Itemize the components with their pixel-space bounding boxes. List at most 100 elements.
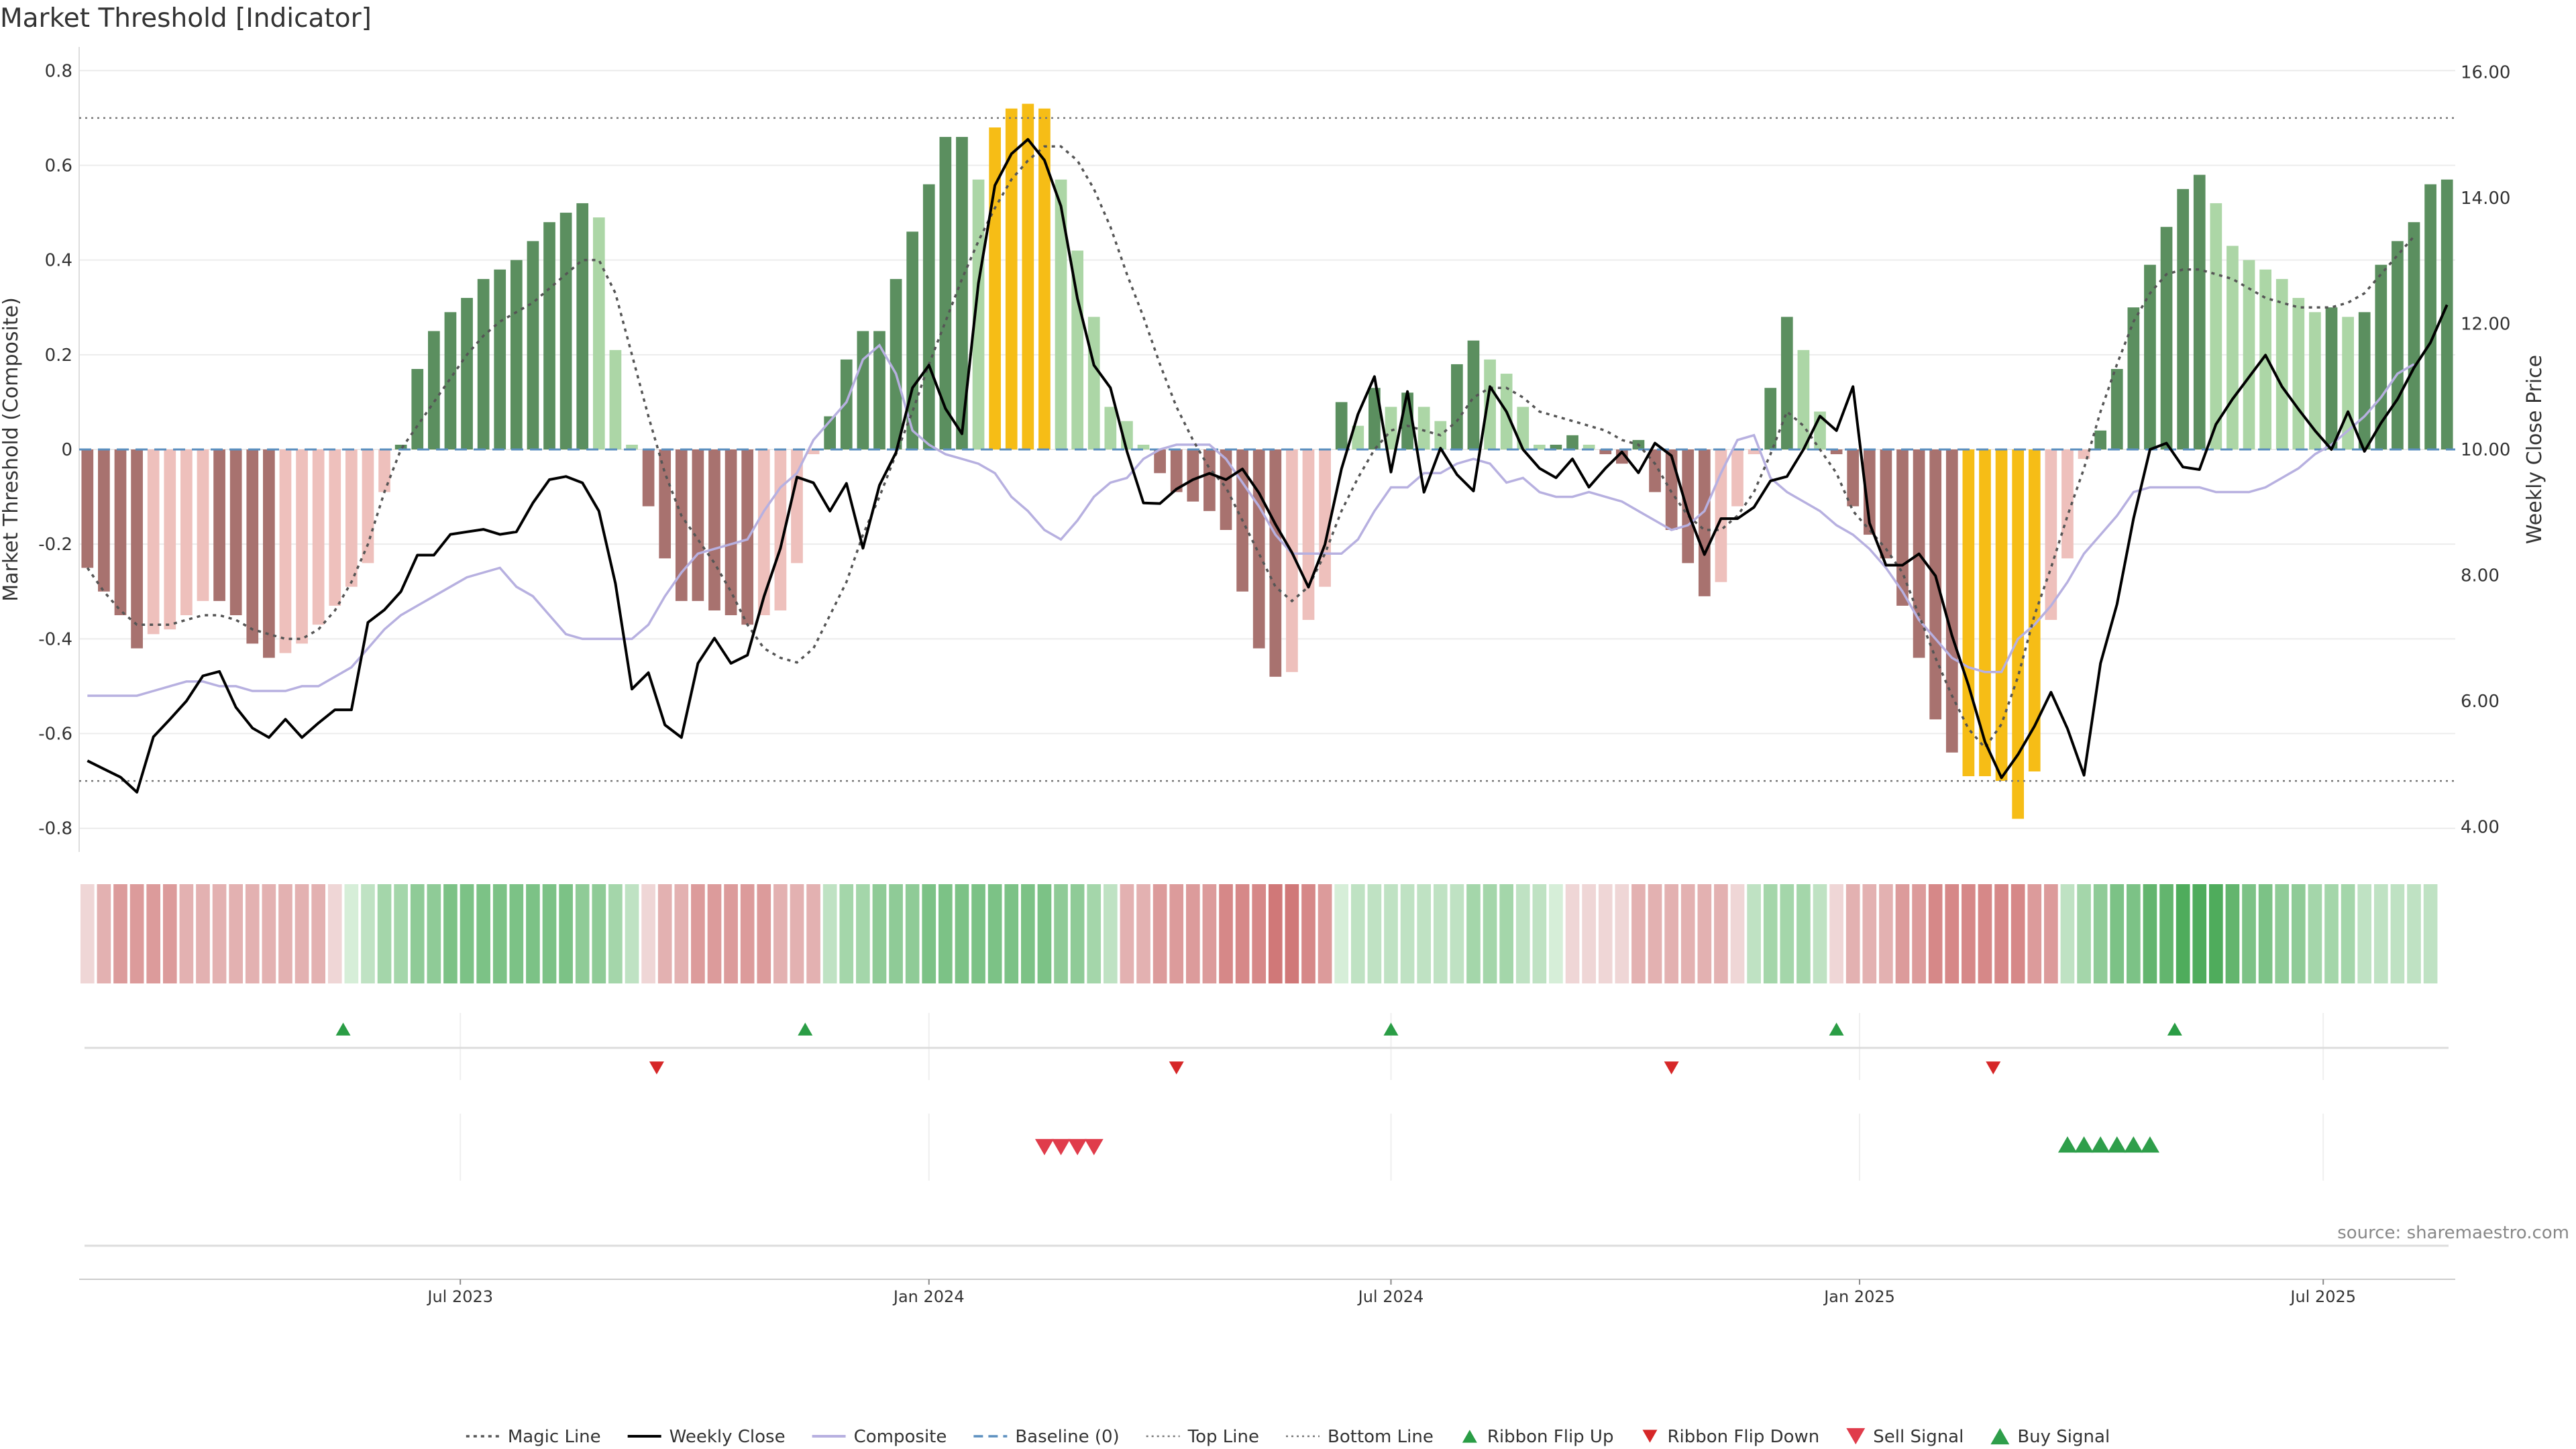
ribbon-cell: [1549, 884, 1563, 983]
ribbon-cell: [773, 884, 788, 983]
legend-item: Buy Signal: [1990, 1427, 2110, 1447]
ribbon-cell: [179, 884, 194, 983]
composite-bar: [1550, 444, 1562, 449]
ribbon-cell: [822, 884, 837, 983]
composite-bar: [659, 449, 672, 559]
ribbon-cell: [1994, 884, 2008, 983]
ribbon-cell: [2192, 884, 2207, 983]
ribbon-cell: [1450, 884, 1464, 983]
ribbon-cell: [724, 884, 738, 983]
legend-label: Magic Line: [508, 1427, 601, 1447]
composite-bar: [807, 449, 820, 455]
composite-bar: [873, 331, 885, 449]
ribbon-cell: [625, 884, 639, 983]
composite-bar: [1154, 449, 1166, 474]
composite-bar: [890, 278, 902, 449]
composite-bar: [1417, 407, 1430, 449]
composite-bar: [510, 260, 523, 449]
composite-bar: [461, 298, 473, 449]
legend-item: Ribbon Flip Up: [1462, 1427, 1613, 1447]
buy-signal-marker: [2107, 1136, 2127, 1153]
ribbon-cell: [790, 884, 804, 983]
legend-label: Sell Signal: [1873, 1427, 1964, 1447]
ribbon-cell: [509, 884, 524, 983]
right-tick-label: 10.00: [2461, 440, 2510, 460]
ribbon-cell: [691, 884, 705, 983]
ribbon-cell: [2225, 884, 2240, 983]
ribbon-cell: [443, 884, 458, 983]
ribbon-cell: [1466, 884, 1481, 983]
legend-marker-swatch: [1642, 1430, 1658, 1443]
ribbon-cell: [1648, 884, 1662, 983]
signal-panel: [85, 1114, 2449, 1247]
ribbon-cell: [1400, 884, 1415, 983]
composite-bar: [1467, 340, 1480, 449]
composite-bar: [2177, 189, 2190, 449]
ribbon-cell: [1895, 884, 1910, 983]
composite-bar: [81, 449, 94, 568]
composite-bar: [1005, 108, 1018, 449]
composite-bar: [2012, 449, 2025, 819]
ribbon-cell: [674, 884, 689, 983]
ribbon-cell: [1004, 884, 1019, 983]
ribbon-cell: [2324, 884, 2339, 983]
ribbon-cell: [806, 884, 820, 983]
ribbon-cell: [1499, 884, 1513, 983]
composite-bar: [1220, 449, 1232, 530]
ribbon-cell: [1565, 884, 1580, 983]
composite-bar: [229, 449, 242, 616]
legend-label: Buy Signal: [2017, 1427, 2110, 1447]
ribbon-cell: [1962, 884, 1976, 983]
ribbon-cell: [2143, 884, 2157, 983]
ribbon-cell: [2390, 884, 2405, 983]
composite-bar: [857, 331, 869, 449]
right-tick-label: 16.00: [2461, 63, 2510, 83]
ribbon-cell: [2159, 884, 2174, 983]
ribbon-cell: [196, 884, 210, 983]
composite-bar: [609, 350, 622, 449]
composite-bar: [1896, 449, 1909, 606]
composite-bar: [164, 449, 176, 630]
ribbon-cell: [955, 884, 969, 983]
ribbon-flip-panel: [85, 1013, 2449, 1080]
composite-bar: [972, 179, 985, 449]
composite-bar: [1599, 449, 1612, 455]
composite-bar: [741, 449, 754, 625]
legend-item: Top Line: [1146, 1427, 1259, 1447]
ribbon-cell: [1483, 884, 1497, 983]
ribbon-flip-up-marker: [1383, 1022, 1399, 1036]
ribbon-flip-down-marker: [649, 1061, 664, 1075]
composite-bar: [2440, 179, 2453, 449]
ribbon-cell: [162, 884, 177, 983]
composite-bar: [527, 241, 539, 449]
ribbon-cell: [1730, 884, 1745, 983]
legend-item: Weekly Close: [627, 1427, 786, 1447]
ribbon-cell: [377, 884, 392, 983]
ribbon-cell: [1120, 884, 1134, 983]
ribbon-cell: [1268, 884, 1283, 983]
buy-signal-marker: [2140, 1136, 2159, 1153]
composite-bar: [1335, 402, 1348, 449]
composite-bar: [956, 137, 968, 449]
composite-bar: [1979, 449, 1991, 777]
composite-bar: [2144, 264, 2156, 449]
ribbon-cell: [1037, 884, 1052, 983]
ribbon-cell: [1664, 884, 1678, 983]
ribbon-cell: [1845, 884, 1860, 983]
ribbon-cell: [394, 884, 408, 983]
left-tick-label: -0.4: [38, 629, 72, 649]
right-tick-label: 8.00: [2461, 566, 2500, 586]
composite-bar: [1566, 435, 1578, 449]
sell-signal-marker: [1084, 1138, 1104, 1156]
ribbon-cell: [1515, 884, 1530, 983]
left-tick-label: 0.6: [45, 156, 72, 176]
ribbon-cell: [1680, 884, 1695, 983]
ribbon-cell: [344, 884, 359, 983]
ribbon-cell: [2407, 884, 2421, 983]
ribbon-cell: [922, 884, 936, 983]
ribbon-flip-up-marker: [335, 1022, 351, 1036]
composite-bar: [444, 312, 457, 449]
sell-signal-marker: [1051, 1138, 1071, 1156]
ribbon-cell: [1367, 884, 1382, 983]
ribbon-cell: [1945, 884, 1960, 983]
